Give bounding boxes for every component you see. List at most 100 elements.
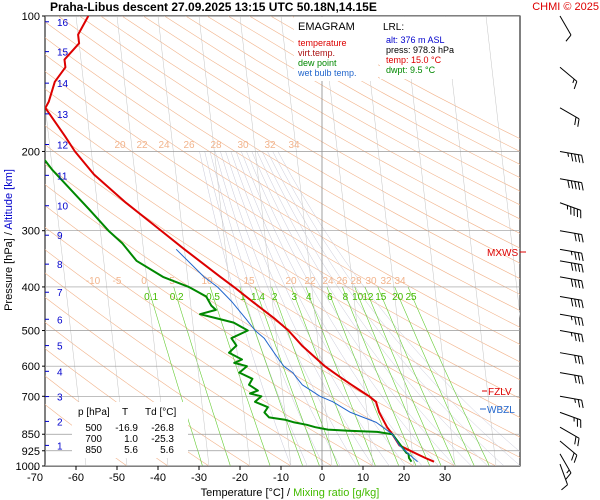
wind-barb-staff xyxy=(559,260,582,266)
wind-barb-feather xyxy=(581,234,584,243)
wind-barb-feather xyxy=(574,263,577,272)
isotherm-line xyxy=(403,16,456,466)
wind-barb-feather xyxy=(581,317,584,327)
wind-barb xyxy=(559,330,584,343)
temperature-tick-label: 0 xyxy=(319,472,325,484)
temperature-tick-label: -60 xyxy=(68,472,84,484)
dry-adiabat-line xyxy=(45,54,520,345)
x-axis-title: Temperature [°C] / Mixing ratio [g/kg] xyxy=(201,487,380,499)
table-header-td: Td [°C] xyxy=(145,407,176,418)
wind-barb-feather xyxy=(577,118,580,127)
temperature-tick-label: -20 xyxy=(232,472,248,484)
wind-barb-staff xyxy=(559,372,582,377)
wind-barb-feather xyxy=(581,300,584,309)
adiabat-label: 26 xyxy=(336,276,348,287)
dry-adiabat-line xyxy=(45,71,520,363)
wind-barb-feather xyxy=(581,334,584,343)
wind-barb xyxy=(559,440,578,463)
isotherm-line xyxy=(45,102,87,466)
wind-barb-feather xyxy=(577,181,581,190)
wind-barb-feather xyxy=(574,355,577,364)
wind-barb-staff xyxy=(559,15,572,36)
table-cell: -25.3 xyxy=(151,434,174,445)
wind-barb xyxy=(559,66,578,90)
pressure-tick-label: 925 xyxy=(22,446,40,458)
wind-barb-feather xyxy=(572,78,575,84)
dry-adiabat-line xyxy=(79,16,520,279)
wind-barb-feather xyxy=(574,398,576,403)
wind-barb xyxy=(559,411,582,428)
legend-title: EMAGRAM xyxy=(298,21,355,33)
adiabat-label: 15 xyxy=(243,276,255,287)
mxws-label: MXWS xyxy=(487,248,518,259)
temperature-tick-label: 10 xyxy=(357,472,369,484)
dry-adiabat-line xyxy=(100,16,520,264)
isotherm-line xyxy=(116,16,169,466)
wind-barb xyxy=(559,248,584,262)
wind-barb-feather xyxy=(577,317,581,326)
copyright: CHMI © 2025 xyxy=(532,1,599,13)
wind-barb-staff xyxy=(559,230,582,236)
temperature-tick-label: 20 xyxy=(398,472,410,484)
altitude-tick-label: 3 xyxy=(57,393,63,404)
wind-barb-feather xyxy=(577,252,581,261)
mixing-ratio-label: 25 xyxy=(405,292,417,303)
adiabat-label: 28 xyxy=(210,140,222,151)
isotherm-line xyxy=(321,16,374,466)
wind-barb-feather xyxy=(574,153,577,163)
wind-barb-feather xyxy=(577,233,581,242)
wind-barb-feather xyxy=(577,355,581,364)
wind-barb-staff xyxy=(559,248,582,254)
wind-barb-feather xyxy=(577,333,581,342)
adiabat-label: -5 xyxy=(113,276,122,287)
pressure-tick-label: 1000 xyxy=(16,461,40,473)
pressure-tick-label: 200 xyxy=(22,146,40,158)
altitude-tick-label: 6 xyxy=(57,315,63,326)
temperature-tick-label: 30 xyxy=(439,472,451,484)
dry-adiabat-line xyxy=(45,125,520,418)
wind-barb-staff xyxy=(559,276,582,282)
wind-barb xyxy=(559,453,572,480)
adiabat-label: 24 xyxy=(322,276,334,287)
altitude-tick-label: 14 xyxy=(57,79,69,90)
wind-barb-feather xyxy=(574,233,577,242)
temperature-tick-label: -50 xyxy=(109,472,125,484)
dry-adiabat-line xyxy=(45,88,520,381)
adiabat-label: 30 xyxy=(237,140,249,151)
y-axis-title: Pressure [hPa] / Altitude [km] xyxy=(3,169,15,311)
adiabat-label: 22 xyxy=(136,140,148,151)
wind-barb-staff xyxy=(559,352,582,357)
legend-virt-temp: virt.temp. xyxy=(298,48,335,58)
mixing-ratio-label: 1 xyxy=(240,292,246,303)
wind-barb-staff xyxy=(559,66,578,82)
legend: EMAGRAM temperature virt.temp. dew point… xyxy=(294,17,378,81)
wind-barb-feather xyxy=(577,375,581,384)
table-cell: -16.9 xyxy=(115,423,138,434)
wind-barb-feather xyxy=(570,153,574,162)
mixing-ratio-label: 0.5 xyxy=(206,292,220,303)
altitude-tick-label: 2 xyxy=(57,417,63,428)
table-cell: 700 xyxy=(85,434,102,445)
isotherm-line xyxy=(75,16,128,466)
altitude-tick-label: 11 xyxy=(57,171,68,182)
wind-barb-staff xyxy=(559,202,581,211)
table-cell: 850 xyxy=(85,445,102,456)
wind-barb-feather xyxy=(573,454,578,463)
pressure-tick-label: 100 xyxy=(22,11,40,23)
adiabat-label: 28 xyxy=(350,276,362,287)
wind-barb-staff xyxy=(559,453,572,474)
series-temperature-line xyxy=(45,16,435,463)
isotherm-line xyxy=(157,16,210,466)
dry-adiabat-line xyxy=(58,16,520,295)
wind-barb-staff xyxy=(559,440,578,456)
wind-barb-staff xyxy=(559,313,582,319)
wind-barb-feather xyxy=(574,279,577,288)
temperature-tick-label: -40 xyxy=(150,472,166,484)
adiabat-label: 20 xyxy=(285,276,297,287)
wind-barb-feather xyxy=(570,278,574,287)
altitude-tick-label: 8 xyxy=(57,260,63,271)
wind-barb-feather xyxy=(574,436,577,445)
pressure-tick-label: 300 xyxy=(22,226,40,238)
altitude-tick-label: 7 xyxy=(57,288,63,299)
